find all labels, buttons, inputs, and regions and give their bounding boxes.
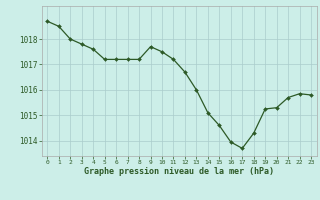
X-axis label: Graphe pression niveau de la mer (hPa): Graphe pression niveau de la mer (hPa) bbox=[84, 167, 274, 176]
